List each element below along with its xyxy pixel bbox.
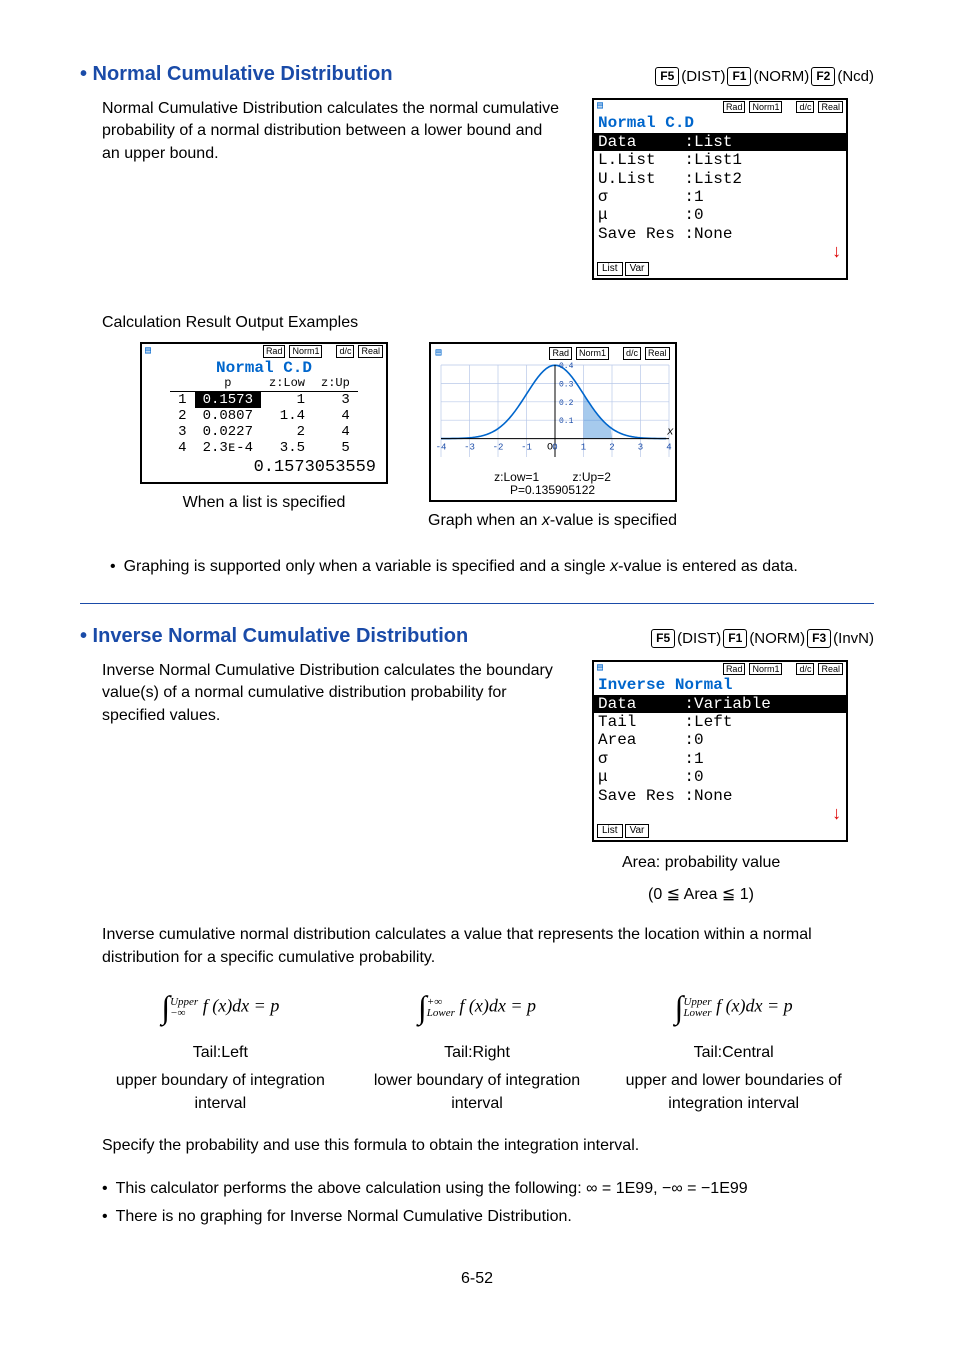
divider: [80, 603, 874, 604]
fkey-F2: F2: [811, 67, 835, 86]
example-left: ▤RadNorm1d/cRealNormal C.Dpz:Lowz:Up10.1…: [140, 342, 388, 514]
svg-text:0: 0: [552, 442, 557, 452]
example-right: ▤ RadNorm1 d/cReal -4 -3 -2 -1 0 1 2 3 4 0.1 0.2 0.…: [428, 342, 677, 532]
example-left-caption: When a list is specified: [140, 492, 388, 514]
area-note2: (0 ≦ Area ≦ 1): [648, 884, 848, 906]
keyseq-text: (Ncd): [837, 66, 874, 87]
final-notes: •This calculator performs the above calc…: [102, 1178, 852, 1229]
fkey-F5: F5: [651, 629, 675, 648]
tail-desc: lower boundary of integration interval: [359, 1070, 596, 1115]
section2-desc: Inverse Normal Cumulative Distribution c…: [102, 660, 562, 893]
formula-col: ∫Upper−∞ f (x)dx = pTail:Leftupper bound…: [102, 985, 339, 1115]
examples-row: ▤RadNorm1d/cRealNormal C.Dpz:Lowz:Up10.1…: [140, 342, 874, 532]
section1-desc: Normal Cumulative Distribution calculate…: [102, 98, 562, 266]
tail-desc: upper and lower boundaries of integratio…: [615, 1070, 852, 1115]
keyseq-text: (NORM): [753, 66, 809, 87]
tail-label: Tail:Right: [359, 1042, 596, 1064]
normal-graph: -4 -3 -2 -1 0 1 2 3 4 0.1 0.2 0.3 0.4 x O: [433, 361, 677, 471]
fkey-F3: F3: [807, 629, 831, 648]
examples-label: Calculation Result Output Examples: [102, 312, 874, 334]
note-line: •This calculator performs the above calc…: [102, 1178, 852, 1200]
tail-label: Tail:Central: [615, 1042, 852, 1064]
specify-text: Specify the probability and use this for…: [102, 1135, 852, 1157]
section1-note: • Graphing is supported only when a vari…: [110, 556, 874, 578]
section2-right: ▤RadNorm1d/cRealInverse NormalData :Vari…: [592, 660, 848, 907]
svg-text:x: x: [666, 426, 674, 438]
section2-top: Inverse Normal Cumulative Distribution c…: [80, 660, 874, 907]
fkey-F1: F1: [723, 629, 747, 648]
area-note1: Area: probability value: [622, 852, 848, 874]
section2-title: • Inverse Normal Cumulative Distribution: [80, 622, 468, 650]
formula-col: ∫UpperLower f (x)dx = pTail:Centralupper…: [615, 985, 852, 1115]
page-number: 6-52: [80, 1268, 874, 1290]
graph-label-p: P=0.135905122: [433, 484, 673, 498]
folder-icon: ▤: [436, 348, 442, 360]
fkey-F1: F1: [727, 67, 751, 86]
svg-text:0.2: 0.2: [559, 398, 574, 407]
svg-text:0.4: 0.4: [559, 362, 574, 371]
svg-text:-3: -3: [464, 442, 475, 452]
example-left-screen: ▤RadNorm1d/cRealNormal C.Dpz:Lowz:Up10.1…: [140, 342, 388, 483]
section2-keyseq: F5(DIST)F1(NORM)F3(InvN): [651, 628, 874, 649]
svg-text:4: 4: [666, 442, 671, 452]
keyseq-text: (InvN): [833, 628, 874, 649]
svg-text:0.1: 0.1: [559, 417, 574, 426]
section2-header: • Inverse Normal Cumulative Distribution…: [80, 622, 874, 650]
svg-text:O: O: [547, 442, 553, 453]
svg-text:-2: -2: [492, 442, 503, 452]
fkey-F5: F5: [655, 67, 679, 86]
section1-header: • Normal Cumulative Distribution F5(DIST…: [80, 60, 874, 88]
keyseq-text: (DIST): [677, 628, 721, 649]
svg-text:0.3: 0.3: [559, 380, 574, 389]
svg-text:3: 3: [637, 442, 642, 452]
graph-label-zlow: z:Low=1 z:Up=2: [433, 471, 673, 485]
section1-top: Normal Cumulative Distribution calculate…: [80, 98, 874, 280]
svg-text:-4: -4: [435, 442, 446, 452]
svg-text:-1: -1: [521, 442, 532, 452]
formula-col: ∫+∞Lower f (x)dx = pTail:Rightlower boun…: [359, 985, 596, 1115]
keyseq-text: (DIST): [681, 66, 725, 87]
section2-screen: ▤RadNorm1d/cRealInverse NormalData :Vari…: [592, 660, 848, 842]
section2-explain: Inverse cumulative normal distribution c…: [102, 924, 852, 969]
note-line: •There is no graphing for Inverse Normal…: [102, 1206, 852, 1228]
svg-text:1: 1: [580, 442, 585, 452]
formula-row: ∫Upper−∞ f (x)dx = pTail:Leftupper bound…: [102, 985, 852, 1115]
keyseq-text: (NORM): [749, 628, 805, 649]
section1-keyseq: F5(DIST)F1(NORM)F2(Ncd): [655, 66, 874, 87]
svg-text:2: 2: [609, 442, 614, 452]
tail-label: Tail:Left: [102, 1042, 339, 1064]
example-right-screen: ▤ RadNorm1 d/cReal -4 -3 -2 -1 0 1 2 3 4 0.1 0.2 0.…: [429, 342, 677, 502]
section1-screen: ▤RadNorm1d/cRealNormal C.DData :ListL.Li…: [592, 98, 848, 280]
section1-title: • Normal Cumulative Distribution: [80, 60, 393, 88]
example-right-badges: ▤ RadNorm1 d/cReal: [433, 346, 673, 360]
example-right-caption: Graph when an x-value is specified: [428, 510, 677, 532]
tail-desc: upper boundary of integration interval: [102, 1070, 339, 1115]
